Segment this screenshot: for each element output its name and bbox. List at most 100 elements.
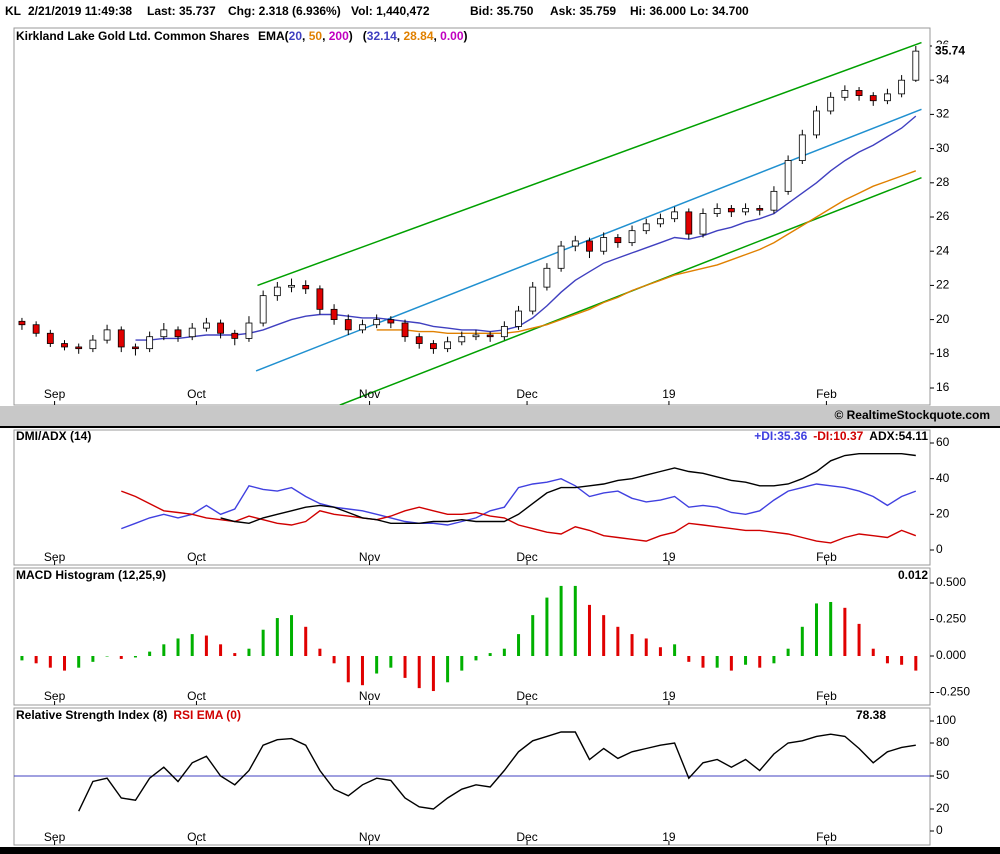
candle-body xyxy=(117,329,125,348)
legend-piece: 20 xyxy=(289,29,303,43)
histogram-bar xyxy=(176,638,180,656)
legend-piece: 0.00 xyxy=(440,29,464,43)
y-tick-label: 34 xyxy=(936,72,950,86)
candle-body xyxy=(415,336,423,344)
quote-field: KL xyxy=(5,4,21,18)
candle-body xyxy=(869,95,877,102)
plot-area xyxy=(20,585,918,692)
y-tick-label: 24 xyxy=(936,243,950,257)
histogram-bar xyxy=(545,597,549,656)
x-tick-label: Dec xyxy=(516,830,537,844)
series-line xyxy=(121,477,917,530)
histogram-bar xyxy=(573,585,577,656)
candle-body xyxy=(359,324,366,331)
y-tick-label: 60 xyxy=(936,435,950,449)
histogram-bar xyxy=(275,618,279,656)
histogram-bar xyxy=(63,656,67,671)
series-line xyxy=(220,453,916,525)
candle-body xyxy=(217,322,224,334)
candle-body xyxy=(444,341,451,350)
x-tick-label: Nov xyxy=(359,550,380,564)
legend-piece: EMA( xyxy=(258,29,289,43)
candle-body xyxy=(288,284,295,288)
x-tick-label: Dec xyxy=(516,550,537,564)
histogram-bar xyxy=(814,603,818,656)
histogram-bar xyxy=(431,656,435,692)
candle-body xyxy=(330,308,338,320)
histogram-bar xyxy=(389,656,393,668)
histogram-bar xyxy=(219,644,223,656)
candle-body xyxy=(841,90,849,98)
y-tick-label: 20 xyxy=(936,507,950,521)
candle-body xyxy=(273,286,281,297)
quote-field: 2/21/2019 11:49:38 xyxy=(28,4,132,18)
legend-piece: ) xyxy=(349,29,353,43)
x-tick-label: Oct xyxy=(187,550,206,564)
x-tick-label: Sep xyxy=(44,689,66,703)
histogram-bar xyxy=(20,656,24,661)
x-tick-label: Oct xyxy=(187,689,206,703)
y-tick-label: -0.250 xyxy=(936,685,970,699)
histogram-bar xyxy=(701,656,705,668)
bottom-bar xyxy=(0,847,1000,854)
ema-legend: EMA(20, 50, 200) (32.14, 28.84, 0.00) xyxy=(258,29,468,43)
y-tick-label: 22 xyxy=(936,278,950,292)
y-tick-label: 20 xyxy=(936,801,950,815)
x-tick-label: Sep xyxy=(44,550,66,564)
x-tick-label: Oct xyxy=(187,830,206,844)
candle-body xyxy=(472,334,480,338)
candle-body xyxy=(344,319,352,331)
quote-field: Vol: 1,440,472 xyxy=(351,4,430,18)
histogram-bar xyxy=(900,656,904,665)
legend-piece: , xyxy=(434,29,441,43)
series-line xyxy=(78,731,916,812)
y-tick-label: 0 xyxy=(936,542,943,556)
y-tick-label: 0.250 xyxy=(936,612,966,626)
histogram-bar xyxy=(658,647,662,656)
plot-area xyxy=(18,41,922,405)
value-label: 0.012 xyxy=(898,568,928,582)
histogram-bar xyxy=(616,626,620,656)
candle-body xyxy=(32,324,40,334)
y-tick-label: 30 xyxy=(936,141,950,155)
histogram-bar xyxy=(375,656,379,674)
candle-body xyxy=(61,343,68,348)
histogram-bar xyxy=(829,601,833,656)
x-tick-label: Nov xyxy=(359,830,380,844)
title-text: Kirkland Lake Gold Ltd. Common Shares xyxy=(16,29,250,43)
y-tick-label: 0.000 xyxy=(936,648,966,662)
histogram-bar xyxy=(517,634,521,656)
candle-body xyxy=(855,90,863,96)
histogram-bar xyxy=(474,656,478,661)
x-tick-label: 19 xyxy=(662,550,676,564)
histogram-bar xyxy=(133,656,137,658)
subtitle-text: RSI EMA (0) xyxy=(173,708,241,722)
x-tick-label: Feb xyxy=(816,550,837,564)
histogram-bar xyxy=(162,644,166,656)
histogram-bar xyxy=(502,648,506,656)
histogram-bar xyxy=(644,638,648,656)
histogram-bar xyxy=(758,656,762,668)
candle-body xyxy=(727,208,735,213)
histogram-bar xyxy=(843,607,847,656)
candle-body xyxy=(742,208,749,213)
legend-piece: 200 xyxy=(329,29,349,43)
y-tick-label: 32 xyxy=(936,107,950,121)
histogram-bar xyxy=(744,656,748,665)
candle-body xyxy=(571,240,579,247)
histogram-bar xyxy=(673,644,677,656)
y-tick-label: 100 xyxy=(936,713,956,727)
candle-body xyxy=(784,160,792,192)
histogram-bar xyxy=(630,634,634,656)
x-tick-label: 19 xyxy=(662,830,676,844)
x-tick-label: 19 xyxy=(662,689,676,703)
x-tick-label: Dec xyxy=(516,387,537,401)
chart-title: Kirkland Lake Gold Ltd. Common Shares xyxy=(16,29,250,43)
chart-title: DMI/ADX (14) xyxy=(16,429,91,443)
candle-body xyxy=(245,322,253,339)
quote-field: Lo: 34.700 xyxy=(690,4,749,18)
histogram-bar xyxy=(34,656,38,664)
histogram-bar xyxy=(559,585,563,656)
candle-body xyxy=(657,218,664,225)
y-tick-label: 16 xyxy=(936,380,950,394)
